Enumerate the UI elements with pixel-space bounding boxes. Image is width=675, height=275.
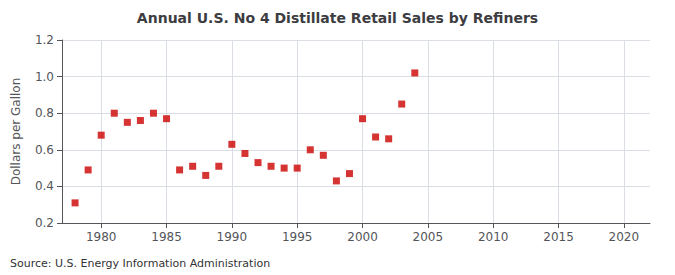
svg-text:0.4: 0.4: [35, 179, 54, 193]
svg-text:2020: 2020: [609, 230, 640, 244]
svg-text:0.6: 0.6: [35, 143, 54, 157]
svg-text:2015: 2015: [543, 230, 574, 244]
svg-text:0.2: 0.2: [35, 216, 54, 230]
svg-text:1.2: 1.2: [35, 33, 54, 47]
svg-text:Annual U.S. No 4 Distillate Re: Annual U.S. No 4 Distillate Retail Sales…: [137, 10, 538, 26]
svg-text:Dollars per Gallon: Dollars per Gallon: [9, 78, 23, 186]
svg-text:0.8: 0.8: [35, 106, 54, 120]
svg-text:1995: 1995: [282, 230, 313, 244]
svg-text:1985: 1985: [151, 230, 182, 244]
svg-text:2010: 2010: [478, 230, 509, 244]
svg-text:1990: 1990: [217, 230, 248, 244]
svg-text:1.0: 1.0: [35, 70, 54, 84]
svg-text:Source: U.S. Energy Informatio: Source: U.S. Energy Information Administ…: [10, 257, 270, 270]
svg-text:2000: 2000: [347, 230, 378, 244]
svg-text:1980: 1980: [86, 230, 117, 244]
svg-text:2005: 2005: [413, 230, 444, 244]
